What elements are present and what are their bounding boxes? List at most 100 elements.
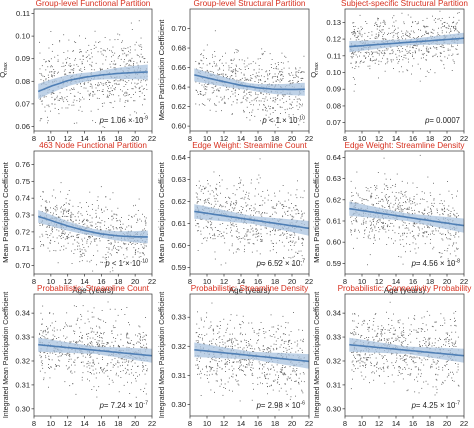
scatter-point	[102, 356, 103, 358]
scatter-point	[255, 77, 257, 79]
scatter-point	[413, 226, 415, 227]
scatter-point	[359, 231, 360, 233]
scatter-point	[101, 333, 102, 334]
scatter-point	[131, 372, 133, 374]
scatter-point	[397, 205, 399, 207]
scatter-point	[291, 215, 293, 217]
scatter-point	[404, 227, 406, 229]
scatter-point	[106, 343, 108, 345]
scatter-point	[402, 71, 404, 73]
scatter-point	[64, 65, 66, 66]
scatter-point	[64, 381, 66, 383]
scatter-point	[102, 49, 104, 51]
scatter-point	[363, 222, 365, 224]
scatter-point	[388, 206, 389, 207]
scatter-point	[71, 235, 73, 237]
scatter-point	[356, 216, 357, 218]
scatter-point	[109, 378, 110, 380]
scatter-point	[272, 81, 274, 83]
scatter-point	[420, 50, 422, 51]
scatter-point	[358, 229, 359, 231]
scatter-point	[43, 59, 45, 60]
x-tick-label: 20	[131, 277, 139, 286]
scatter-point	[233, 202, 234, 204]
scatter-point	[231, 243, 233, 245]
scatter-point	[45, 329, 46, 331]
scatter-point	[70, 341, 72, 343]
scatter-point	[258, 65, 260, 66]
scatter-point	[111, 254, 112, 256]
scatter-point	[96, 264, 97, 266]
scatter-point	[68, 367, 70, 369]
scatter-point	[68, 361, 70, 362]
scatter-point	[45, 355, 46, 357]
scatter-point	[231, 229, 232, 231]
scatter-point	[402, 210, 404, 212]
scatter-point	[133, 63, 134, 64]
scatter-point	[247, 97, 249, 99]
scatter-point	[272, 100, 274, 102]
scatter-point	[230, 205, 231, 207]
scatter-point	[252, 227, 254, 229]
y-axis-label: Qmax	[309, 62, 320, 78]
scatter-point	[127, 99, 129, 101]
scatter-point	[142, 336, 144, 338]
y-tick-label: 0.60	[171, 122, 186, 131]
scatter-point	[268, 83, 270, 85]
scatter-point	[379, 25, 381, 27]
scatter-point	[74, 95, 76, 97]
scatter-point	[108, 229, 110, 231]
scatter-point	[53, 338, 54, 340]
scatter-point	[52, 76, 53, 78]
scatter-point	[48, 77, 50, 78]
scatter-point	[59, 92, 61, 94]
scatter-point	[87, 239, 89, 240]
scatter-point	[91, 311, 93, 313]
scatter-point	[354, 51, 356, 53]
scatter-point	[92, 91, 94, 92]
scatter-point	[61, 96, 63, 98]
scatter-point	[92, 359, 94, 361]
scatter-point	[105, 56, 107, 58]
scatter-point	[299, 106, 301, 108]
scatter-point	[378, 34, 380, 36]
scatter-point	[143, 344, 145, 346]
scatter-point	[439, 10, 441, 12]
scatter-point	[142, 370, 143, 372]
x-tick-label: 20	[443, 277, 451, 286]
scatter-point	[250, 225, 252, 227]
scatter-point	[301, 71, 302, 73]
scatter-point	[222, 98, 224, 100]
scatter-point	[140, 335, 141, 337]
scatter-point	[292, 114, 294, 116]
scatter-point	[111, 379, 113, 381]
scatter-point	[143, 247, 144, 249]
scatter-point	[142, 332, 144, 333]
scatter-point	[111, 94, 113, 96]
scatter-point	[87, 344, 89, 346]
scatter-point	[45, 233, 47, 235]
scatter-point	[230, 231, 231, 233]
scatter-point	[69, 354, 71, 356]
scatter-point	[431, 32, 433, 33]
scatter-point	[114, 80, 116, 82]
scatter-point	[117, 360, 119, 362]
scatter-point	[146, 79, 148, 81]
scatter-point	[241, 238, 243, 239]
scatter-point	[351, 53, 352, 55]
x-tick-label: 18	[426, 134, 434, 143]
scatter-point	[210, 224, 211, 226]
scatter-point	[407, 207, 408, 209]
scatter-point	[77, 237, 79, 239]
scatter-point	[214, 86, 216, 87]
scatter-point	[114, 241, 116, 243]
scatter-point	[437, 32, 439, 34]
scatter-point	[40, 118, 41, 120]
scatter-point	[51, 359, 53, 361]
scatter-point	[43, 352, 45, 354]
scatter-point	[126, 333, 128, 335]
scatter-point	[246, 229, 248, 231]
scatter-point	[247, 204, 249, 206]
scatter-point	[276, 252, 277, 254]
scatter-point	[114, 83, 116, 85]
